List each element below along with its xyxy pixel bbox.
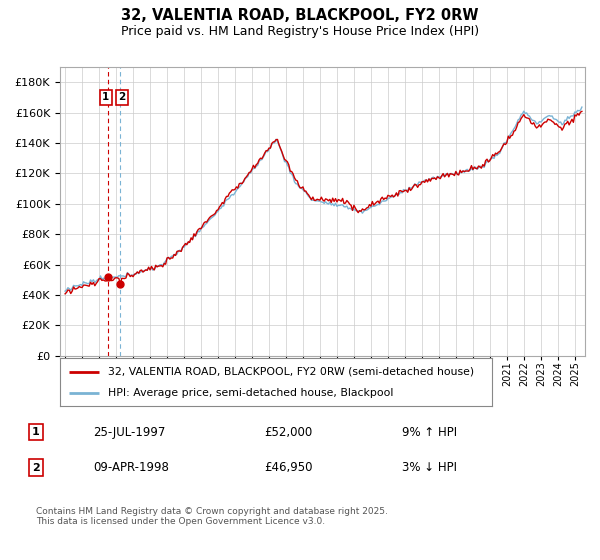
Text: HPI: Average price, semi-detached house, Blackpool: HPI: Average price, semi-detached house,… [107,388,393,398]
Text: £46,950: £46,950 [264,461,313,474]
Text: 32, VALENTIA ROAD, BLACKPOOL, FY2 0RW (semi-detached house): 32, VALENTIA ROAD, BLACKPOOL, FY2 0RW (s… [107,367,473,377]
Text: Contains HM Land Registry data © Crown copyright and database right 2025.
This d: Contains HM Land Registry data © Crown c… [36,507,388,526]
Text: £52,000: £52,000 [264,426,312,439]
Text: 3% ↓ HPI: 3% ↓ HPI [402,461,457,474]
Text: 09-APR-1998: 09-APR-1998 [93,461,169,474]
Text: 9% ↑ HPI: 9% ↑ HPI [402,426,457,439]
Text: Price paid vs. HM Land Registry's House Price Index (HPI): Price paid vs. HM Land Registry's House … [121,25,479,38]
Text: 25-JUL-1997: 25-JUL-1997 [93,426,166,439]
Text: 2: 2 [32,463,40,473]
Text: 32, VALENTIA ROAD, BLACKPOOL, FY2 0RW: 32, VALENTIA ROAD, BLACKPOOL, FY2 0RW [121,8,479,24]
Text: 2: 2 [118,92,125,102]
Text: 1: 1 [102,92,109,102]
Text: 1: 1 [32,427,40,437]
